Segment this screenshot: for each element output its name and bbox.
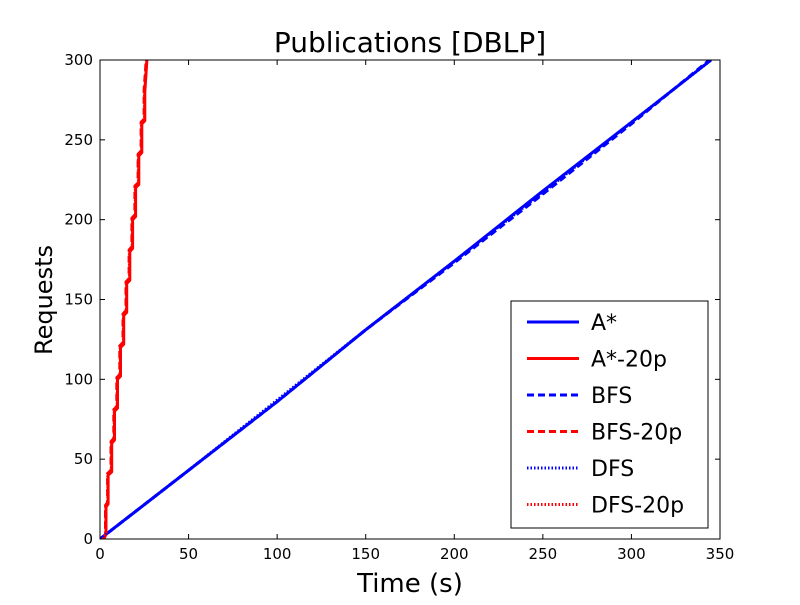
legend-label: BFS — [591, 384, 632, 409]
series-layer — [100, 60, 713, 539]
y-tick-label: 50 — [74, 450, 93, 468]
x-tick-label: 150 — [351, 545, 380, 563]
chart-title: Publications [DBLP] — [274, 26, 546, 59]
y-tick-label: 250 — [64, 131, 93, 149]
x-tick-label: 50 — [179, 545, 198, 563]
legend: A* A*-20p BFS BFS-20p DFS DFS-20p — [510, 300, 709, 529]
x-tick-label: 100 — [263, 545, 292, 563]
y-axis-label: Requests — [30, 245, 58, 355]
legend-frame — [510, 300, 709, 529]
x-tick-label: 0 — [95, 545, 105, 563]
x-tick-label: 350 — [706, 545, 735, 563]
axis-ticks: 0 50 100 150 200 250 300 350 0 50 100 150 200 250 300 — [64, 51, 734, 563]
legend-label: A* — [591, 311, 617, 336]
y-tick-label: 200 — [64, 211, 93, 229]
legend-label: A*-20p — [591, 348, 667, 373]
y-tick-label: 0 — [83, 530, 93, 548]
plot-frame — [99, 59, 721, 540]
y-tick-label: 100 — [64, 370, 93, 388]
series-line-dfs — [100, 60, 713, 539]
series-line-bfs-20p — [101, 60, 148, 539]
y-tick-label: 150 — [64, 291, 93, 309]
x-tick-label: 200 — [440, 545, 469, 563]
x-axis-label: Time (s) — [356, 569, 463, 599]
x-tick-label: 250 — [529, 545, 558, 563]
legend-label: DFS-20p — [591, 494, 684, 519]
y-tick-label: 300 — [64, 51, 93, 69]
legend-label: BFS-20p — [591, 421, 682, 446]
legend-label: DFS — [591, 457, 634, 482]
x-tick-label: 300 — [617, 545, 646, 563]
